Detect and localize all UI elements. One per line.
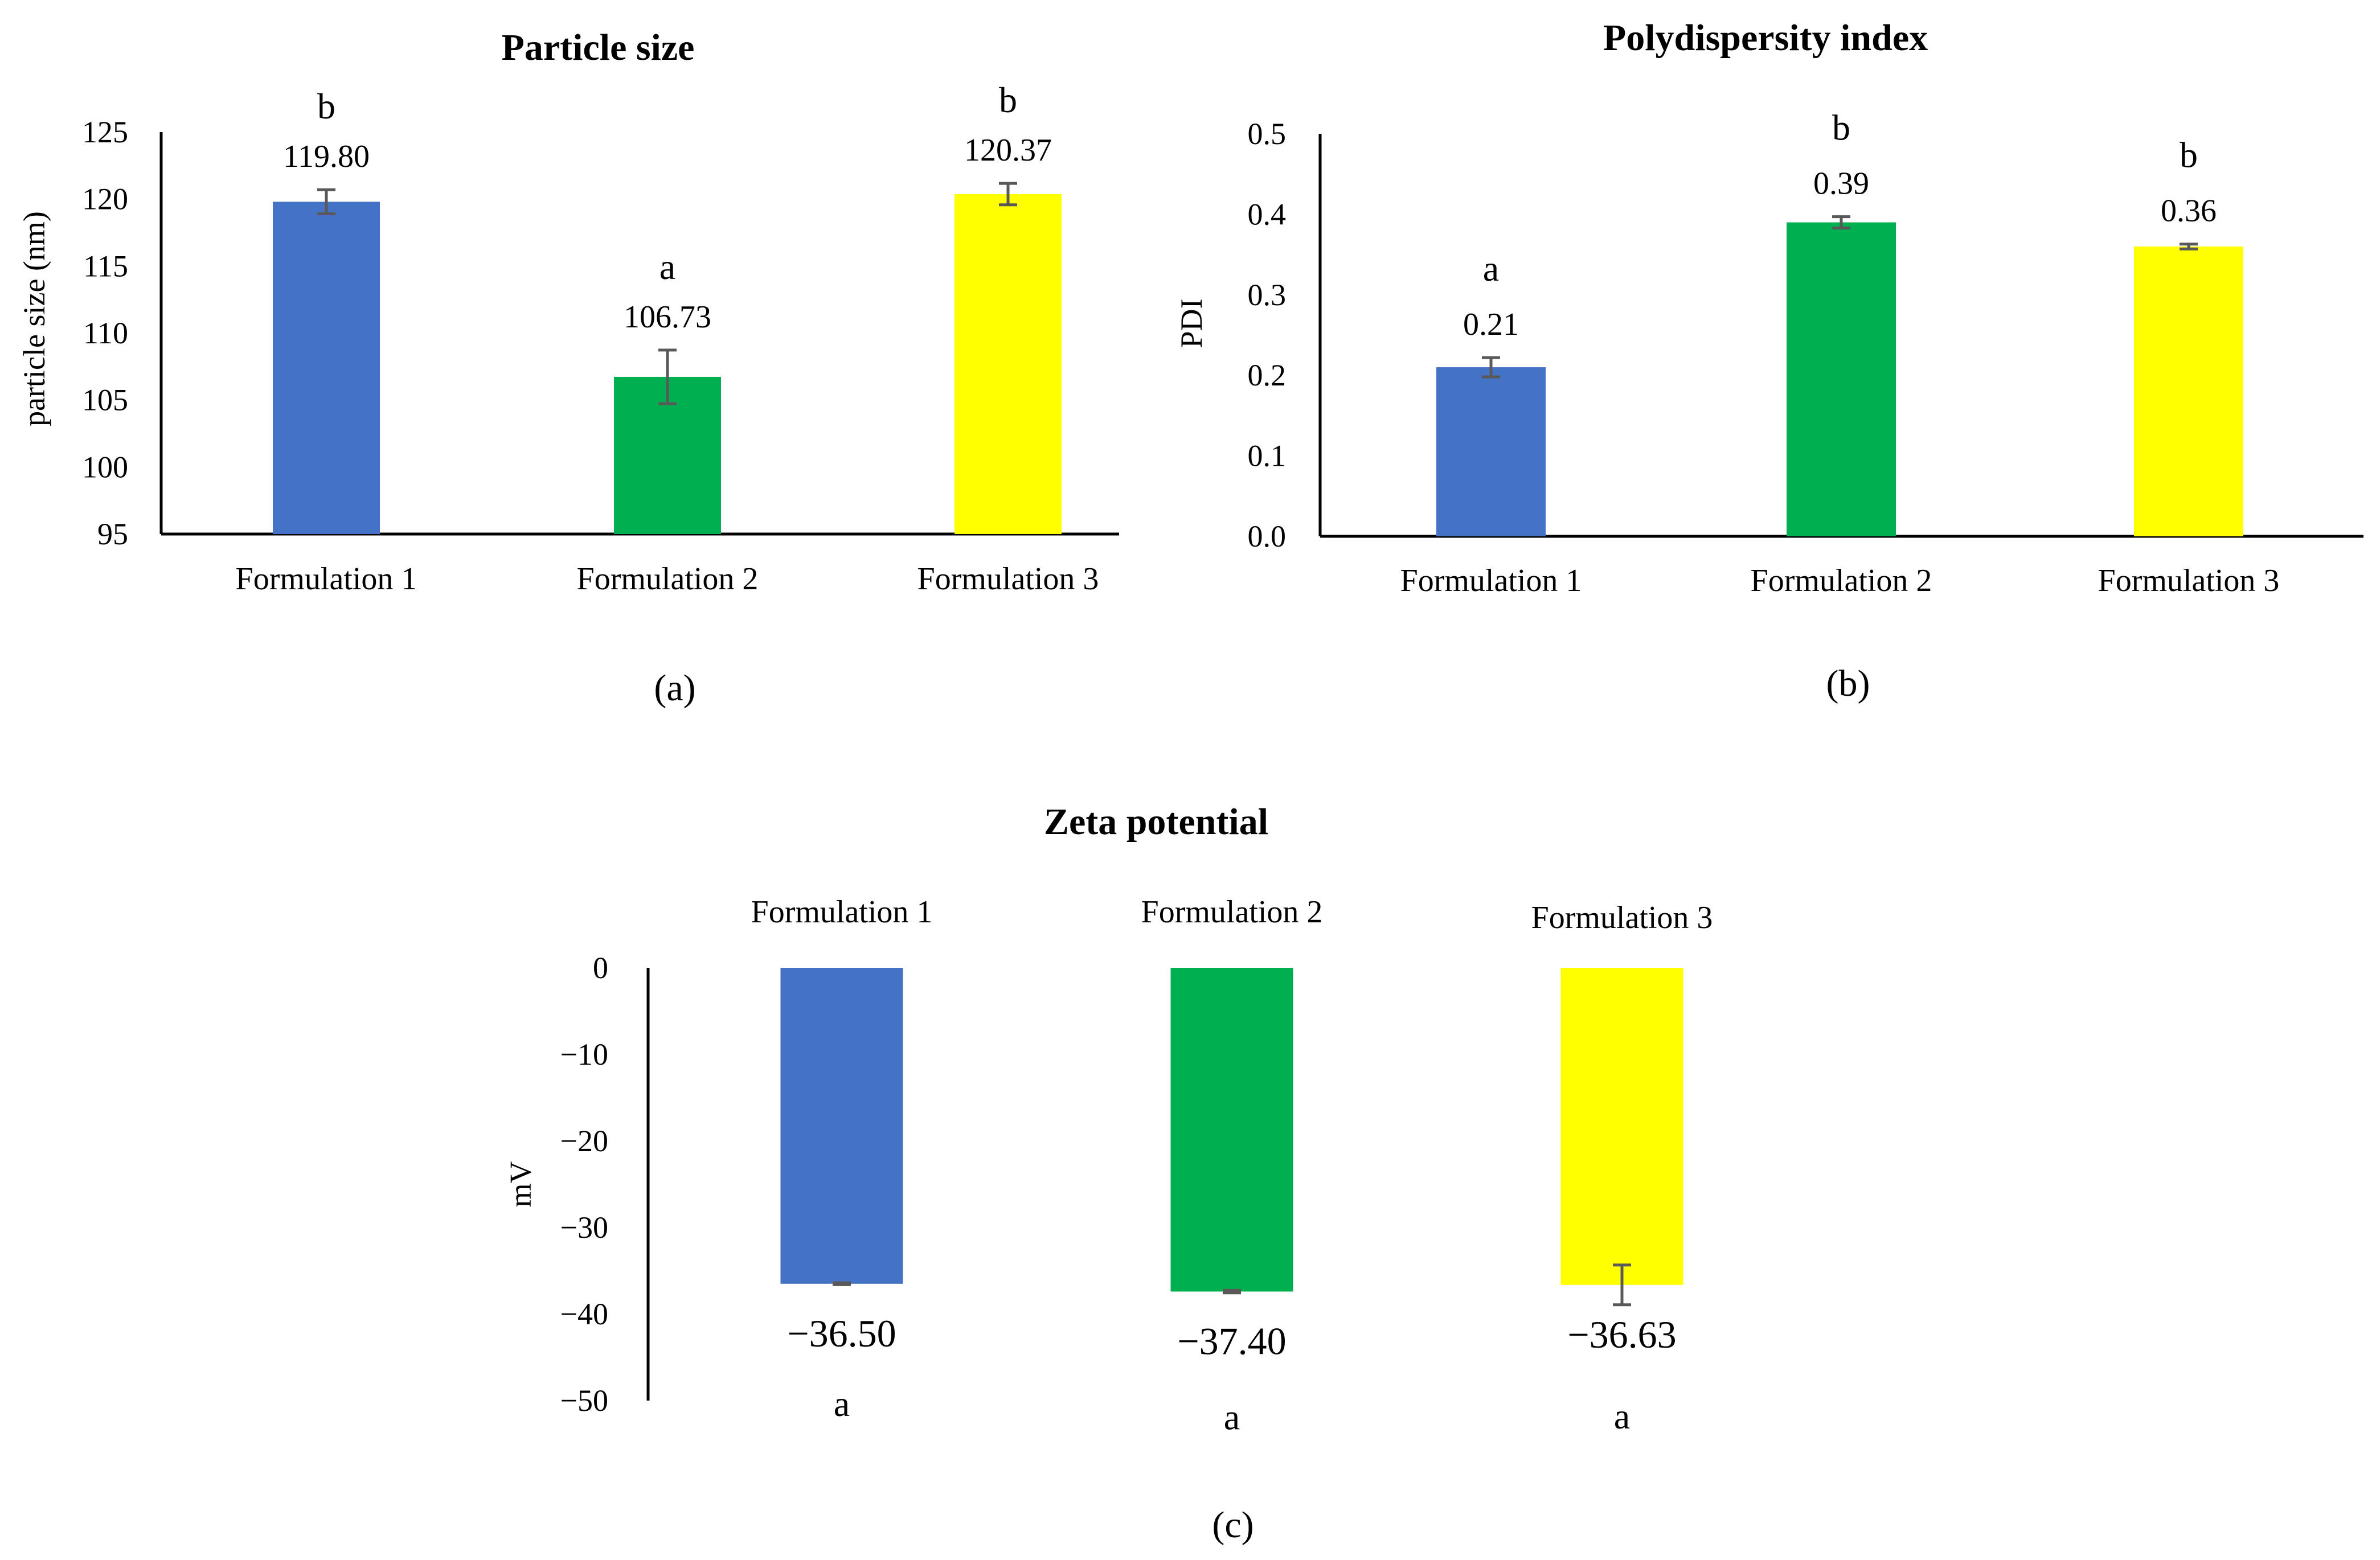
y-tick-label: 0.0	[1248, 519, 1287, 553]
y-tick-label: 105	[82, 383, 128, 417]
bar	[955, 194, 1062, 534]
significance-letter: b	[317, 86, 335, 126]
x-tick-label: Formulation 1	[236, 561, 417, 597]
panel-label: (a)	[654, 667, 695, 709]
y-tick-label: 0.5	[1248, 117, 1287, 151]
bar	[780, 968, 903, 1284]
significance-letter: a	[1614, 1396, 1630, 1436]
pdi-chart: Polydispersity index PDI (b) 0.0 0.1 0.2 0.…	[1174, 17, 2363, 704]
y-tick-label: 110	[83, 316, 128, 350]
x-tick-label: Formulation 3	[917, 561, 1099, 597]
significance-letter: a	[1224, 1397, 1240, 1437]
bar	[1436, 367, 1546, 536]
x-tick-label: Formulation 2	[1751, 563, 1932, 598]
x-tick-label: Formulation 1	[751, 894, 933, 930]
significance-letter: b	[999, 80, 1017, 120]
y-tick-label: −30	[560, 1210, 608, 1245]
y-tick-label: 125	[82, 115, 128, 149]
x-tick-label: Formulation 3	[2098, 563, 2280, 598]
data-label: 106.73	[624, 299, 711, 335]
y-axis-label: mV	[503, 1161, 538, 1207]
significance-letter: b	[2180, 135, 2198, 175]
panel-label: (c)	[1212, 1504, 1254, 1546]
y-axis-label: particle size (nm)	[17, 211, 51, 426]
bar	[1787, 222, 1896, 536]
x-tick-label: Formulation 2	[1141, 894, 1323, 930]
significance-letter: a	[834, 1384, 850, 1424]
y-tick-label: 0.4	[1248, 197, 1287, 231]
data-label: 119.80	[283, 139, 370, 174]
y-tick-label: 0.1	[1248, 439, 1287, 473]
bar	[2134, 246, 2243, 536]
y-tick-label: 100	[82, 450, 128, 484]
x-tick-label: Formulation 3	[1531, 900, 1713, 935]
y-tick-label: 120	[82, 182, 128, 216]
data-label: 0.39	[1813, 166, 1869, 202]
chart-title: Particle size	[502, 27, 695, 68]
chart-title: Polydispersity index	[1603, 17, 1928, 59]
bar	[273, 202, 380, 535]
data-label: 0.21	[1463, 307, 1519, 342]
x-tick-label: Formulation 2	[577, 561, 759, 597]
data-label: −36.63	[1567, 1313, 1676, 1356]
data-label: 0.36	[2161, 194, 2217, 229]
panel-label: (b)	[1826, 663, 1870, 704]
significance-letter: a	[1483, 248, 1499, 289]
y-tick-label: 115	[83, 249, 128, 283]
y-tick-label: −50	[560, 1384, 608, 1418]
zeta-potential-chart: Zeta potential mV (c) 0 −10 −20 −30 −40 −50 −3…	[503, 801, 1713, 1546]
bar	[1170, 968, 1293, 1292]
particle-size-chart: Particle size particle size (nm) (a) 95 1…	[17, 27, 1119, 709]
data-label: 120.37	[964, 133, 1052, 168]
y-axis-label: PDI	[1174, 298, 1209, 348]
y-tick-label: 0.3	[1248, 278, 1287, 312]
data-label: −36.50	[787, 1312, 896, 1355]
y-tick-label: 0.2	[1248, 358, 1287, 392]
significance-letter: b	[1832, 108, 1850, 148]
significance-letter: a	[659, 247, 675, 287]
y-tick-label: 95	[97, 517, 128, 551]
y-tick-label: −40	[560, 1297, 608, 1331]
y-tick-label: −10	[560, 1037, 608, 1072]
x-tick-label: Formulation 1	[1400, 563, 1582, 598]
chart-title: Zeta potential	[1044, 801, 1268, 843]
data-label: −37.40	[1177, 1319, 1286, 1362]
y-tick-label: −20	[560, 1124, 608, 1158]
y-tick-label: 0	[593, 951, 608, 985]
bar	[1560, 968, 1683, 1285]
